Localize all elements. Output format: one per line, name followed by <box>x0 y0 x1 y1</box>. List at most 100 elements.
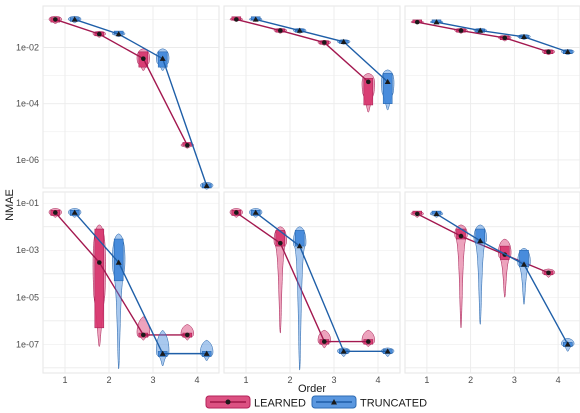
point-marker <box>278 240 283 246</box>
point-marker <box>384 348 391 354</box>
x-tick-label: 2 <box>468 375 473 385</box>
x-tick-label: 2 <box>287 375 292 385</box>
series-line <box>436 21 568 53</box>
x-tick-label: 1 <box>424 375 429 385</box>
x-tick-label: 4 <box>194 375 199 385</box>
y-tick-label: 1e-06 <box>16 155 39 165</box>
point-marker <box>477 27 484 33</box>
point-marker <box>97 260 102 265</box>
series-learned <box>48 15 194 149</box>
box <box>363 78 374 106</box>
point-marker <box>546 270 551 276</box>
point-marker <box>322 339 327 344</box>
series-learned <box>410 19 556 56</box>
series-truncated <box>68 15 214 190</box>
series-truncated <box>68 208 214 370</box>
point-marker <box>296 27 303 33</box>
y-tick-label: 1e-02 <box>16 43 39 53</box>
series-line <box>235 211 369 343</box>
point-marker <box>340 348 347 354</box>
x-tick-label: 4 <box>375 375 380 385</box>
panel-data-r1c3 <box>410 19 575 56</box>
x-tick-label: 1 <box>243 375 248 385</box>
point-marker <box>115 259 122 265</box>
point-marker <box>203 182 210 188</box>
series-line <box>255 212 388 353</box>
series-line <box>417 21 549 53</box>
x-tick-label: 1 <box>62 375 67 385</box>
point-marker <box>141 332 146 338</box>
point-marker <box>414 211 420 217</box>
panel-r1c3 <box>404 5 580 189</box>
series-learned <box>229 208 375 349</box>
point-marker <box>141 56 146 61</box>
point-marker <box>159 55 166 61</box>
legend-key-learned-marker <box>225 399 231 405</box>
panel-data-r1c2 <box>229 16 395 113</box>
series-line <box>55 18 188 146</box>
legend-key-truncated-marker <box>331 399 337 405</box>
point-marker <box>252 209 259 215</box>
y-tick-label: 1e-04 <box>16 99 39 109</box>
x-tick-label: 3 <box>150 375 155 385</box>
violin <box>293 226 307 371</box>
panels-layer <box>42 5 580 374</box>
series-line <box>74 18 208 187</box>
series-line <box>255 18 389 83</box>
point-marker <box>366 79 371 85</box>
point-marker <box>252 16 259 22</box>
point-marker <box>71 16 78 22</box>
point-marker <box>458 233 464 239</box>
y-tick-label: 1e-03 <box>16 245 39 255</box>
panel-background <box>42 5 220 189</box>
point-marker <box>521 33 527 40</box>
y-tick-label: 1e-01 <box>16 198 39 208</box>
series-truncated <box>249 208 395 371</box>
point-marker <box>234 17 239 22</box>
point-marker <box>564 48 571 55</box>
legend-label-truncated: TRUNCATED <box>360 398 427 410</box>
y-tick-label: 1e-07 <box>16 339 39 349</box>
series-line <box>436 213 569 345</box>
panel-r2c2 <box>223 191 401 374</box>
legend-label-learned: LEARNED <box>254 398 306 410</box>
panel-r2c1 <box>42 191 220 374</box>
violin <box>454 224 468 329</box>
axes-layer: 1e-02 1e-04 1e-06 1e-01 1e-03 1e-05 1e-07 1 2 3 4 1… <box>16 43 561 385</box>
series-learned <box>410 210 556 329</box>
point-marker <box>185 332 190 338</box>
point-marker <box>564 341 571 347</box>
panel-data-r2c3 <box>410 210 575 352</box>
point-marker <box>278 28 283 33</box>
point-marker <box>53 17 58 22</box>
point-marker <box>203 350 210 356</box>
point-marker <box>502 35 508 41</box>
y-tick-label: 1e-05 <box>16 292 39 302</box>
x-tick-label: 4 <box>556 375 561 385</box>
panel-background <box>42 191 220 374</box>
panel-data-r2c1 <box>48 208 214 370</box>
x-tick-label: 2 <box>106 375 111 385</box>
panel-data-r1c1 <box>48 15 214 190</box>
point-marker <box>71 209 78 215</box>
violin <box>156 329 170 367</box>
point-marker <box>384 78 391 85</box>
legend: LEARNED TRUNCATED <box>205 395 427 410</box>
point-marker <box>322 40 327 45</box>
box <box>475 228 485 244</box>
legend-item-learned: LEARNED <box>205 395 306 410</box>
point-marker <box>433 19 440 25</box>
point-marker <box>185 143 190 148</box>
series-line <box>236 18 369 83</box>
series-truncated <box>249 16 395 111</box>
point-marker <box>296 243 303 249</box>
violin <box>273 226 287 334</box>
series-line <box>74 212 207 355</box>
point-marker <box>477 237 484 244</box>
legend-item-truncated: TRUNCATED <box>311 395 427 410</box>
point-marker <box>433 210 440 217</box>
series-learned <box>48 208 194 347</box>
series-truncated <box>429 19 575 56</box>
violin <box>473 224 487 325</box>
